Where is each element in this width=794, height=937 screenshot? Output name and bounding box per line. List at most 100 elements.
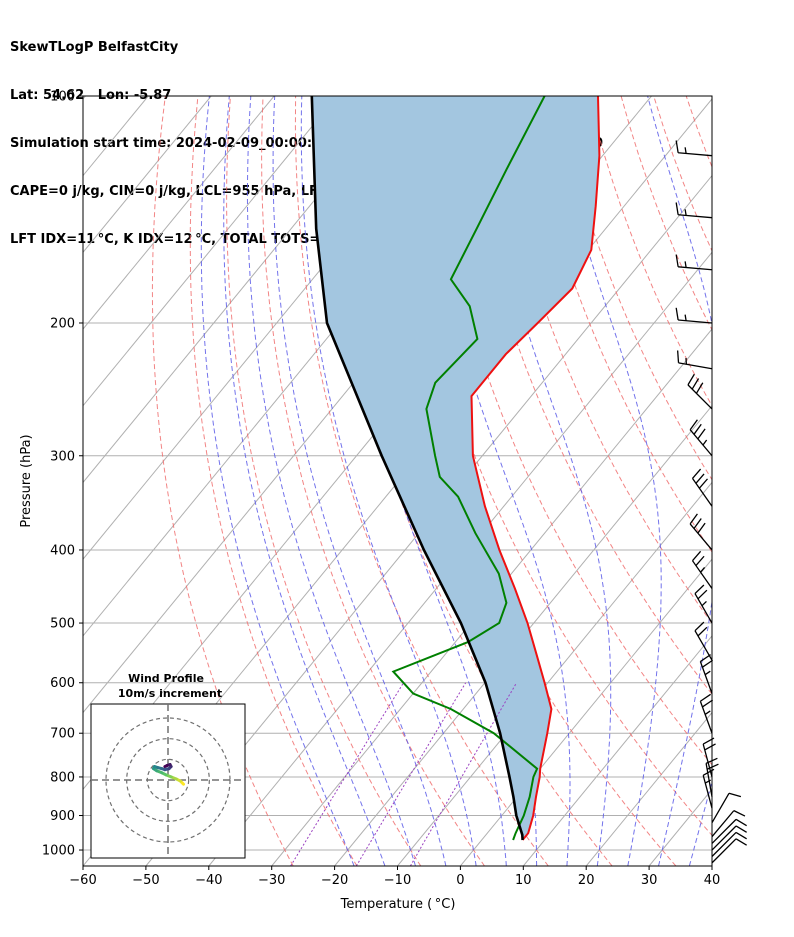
wind-barb-flag [700,654,711,663]
wind-barb [689,513,713,551]
dry-adiabat-line [226,96,422,866]
dry-adiabat-line [751,96,794,866]
dry-adiabat-line [784,96,794,866]
isotherm-line [271,328,712,866]
wind-barb-half [684,314,687,321]
wind-barb-flag [700,693,711,702]
x-tick-label: −10 [384,873,411,888]
axes: −60 −50 −40 −30 −20 −10 0 10 20 30 40 100 200 300 400 5… [42,90,720,889]
chart-title: SkewTLogP BelfastCity [10,40,179,55]
isotherm-line [83,96,86,100]
wind-barb-flag [695,382,704,394]
wind-barb-staff [678,266,713,271]
hodograph [90,703,246,859]
dry-adiabat-line [189,96,358,866]
temperature-line [470,96,601,841]
wind-barb-flag [697,626,708,637]
wind-barb-staff [711,832,737,857]
wind-barb-flag [675,202,679,215]
wind-barb [691,550,713,589]
isotherm-line [585,711,712,866]
y-tick-label: 500 [50,617,75,632]
moist-adiabat-line [272,96,447,866]
wind-barb [675,202,713,219]
wind-barb-flag [702,737,715,745]
wind-barb [675,254,713,271]
y-tick-label: 100 [50,90,75,105]
wind-barb-flag [689,513,698,525]
wind-barb-flag [698,478,708,489]
moist-adiabat-line [246,96,416,866]
profile-lines [290,96,601,866]
wind-barb-staff [711,810,735,838]
wind-barb-flag [695,473,705,484]
isotherm-line [208,251,712,866]
wind-barb-flag [695,555,705,567]
wind-barb-half [704,670,711,676]
wind-barb-flag [733,810,746,817]
wind-barb-flag [705,757,718,764]
wind-barb-half [704,710,711,715]
moist-adiabat-line [474,96,612,866]
x-tick-label: −60 [69,873,96,888]
wind-barb-staff [711,825,737,851]
dry-adiabat-line [490,96,712,625]
x-tick-label: −50 [132,873,159,888]
wind-barb-flag [694,621,705,632]
dry-adiabat-line [294,96,549,866]
isotherm-line [83,96,212,254]
x-tick-label: 0 [456,873,464,888]
dry-adiabat-line [719,96,794,866]
hodograph-segment [163,764,169,769]
y-tick-label: 200 [50,316,75,331]
hodograph-title: Wind Profile [128,672,204,685]
wind-barb-half [701,600,707,607]
wind-barb [675,140,713,157]
wind-barb-flag [704,743,716,751]
dry-adiabat-line [151,96,294,866]
moist-adiabat-line [223,96,386,866]
isotherm-line [522,635,712,866]
wind-barb-flag [706,763,719,770]
hodograph-plot [91,704,245,858]
wind-barb [699,693,714,734]
dry-adiabat-line [653,96,712,252]
dry-adiabat-line [523,96,712,553]
y-tick-label: 400 [50,543,75,558]
wind-barb-staff [678,214,713,219]
wind-barb-flag [675,254,679,267]
wind-barb-staff [699,701,713,734]
wind-barb-flag [735,818,747,827]
cape-shading [311,96,600,840]
wind-barb [699,654,714,694]
y-tick-label: 700 [50,727,75,742]
mixing-ratio-line [409,682,518,866]
wind-barb-staff [711,792,730,824]
isotherm-line [460,558,712,866]
isotherm-line [83,96,401,484]
wind-barb [711,838,747,864]
wind-barb-staff [711,838,737,864]
wind-barb-flag [735,838,747,846]
wind-barb-flag [675,307,679,321]
wind-barb [711,818,747,844]
wind-barb-flag [689,419,698,431]
wind-barb-flag [697,522,706,534]
moist-adiabat-line [647,96,712,866]
wind-barb-half [684,261,687,268]
wind-barb-staff [711,818,737,844]
isotherm-line [711,865,712,866]
wind-barb-half [702,439,708,446]
moist-adiabat-line [300,96,477,866]
y-tick-label: 600 [50,676,75,691]
dry-adiabat-line [392,96,712,837]
x-axis-label: Temperature ( °C) [340,897,456,912]
wind-barb-staff [699,661,713,694]
moist-adiabat-line [200,96,355,866]
wind-barb-flag [728,792,742,798]
wind-barb [694,584,713,624]
wind-barb-flag [702,659,714,668]
wind-barb-flag [692,468,702,479]
wind-barb-flag [693,518,702,529]
mixing-ratio-line [290,682,404,866]
